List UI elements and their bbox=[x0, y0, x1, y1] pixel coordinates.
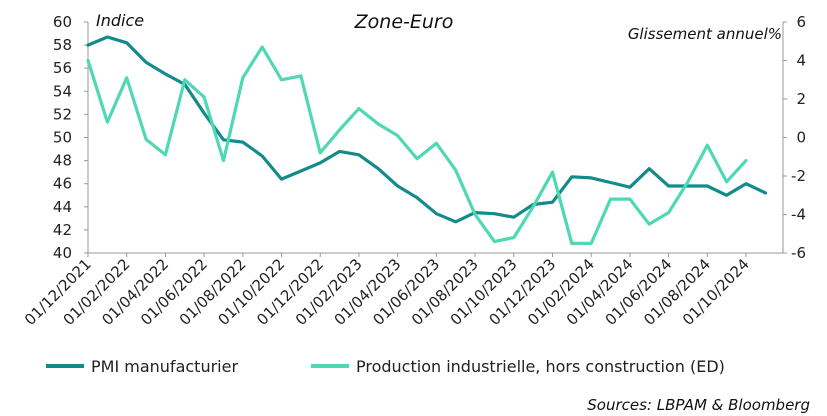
legend-label-production: Production industrielle, hors constructi… bbox=[356, 357, 725, 376]
right-tick-label: 2 bbox=[796, 90, 806, 108]
right-axis-label: Glissement annuel% bbox=[628, 25, 782, 43]
left-tick-label: 40 bbox=[53, 244, 72, 262]
right-tick-label: 6 bbox=[796, 13, 806, 31]
right-tick-label: 4 bbox=[796, 52, 806, 70]
chart-title: Zone-Euro bbox=[354, 11, 454, 33]
series-line-production bbox=[86, 45, 748, 245]
source-note: Sources: LBPAM & Bloomberg bbox=[587, 396, 810, 414]
left-tick-label: 46 bbox=[53, 175, 72, 193]
left-tick-label: 58 bbox=[53, 36, 72, 54]
right-tick-label: -6 bbox=[791, 244, 806, 262]
right-tick-label: -2 bbox=[791, 167, 806, 185]
series-line-pmi bbox=[86, 35, 768, 224]
right-tick-label: -4 bbox=[791, 206, 806, 224]
left-tick-label: 54 bbox=[53, 82, 72, 100]
right-tick-label: 0 bbox=[796, 129, 806, 147]
legend: PMI manufacturier Production industriell… bbox=[46, 357, 725, 376]
left-tick-label: 60 bbox=[53, 13, 72, 31]
left-axis-label: Indice bbox=[96, 11, 144, 30]
left-tick-label: 52 bbox=[53, 105, 72, 123]
left-tick-label: 44 bbox=[53, 198, 72, 216]
left-tick-label: 50 bbox=[53, 129, 72, 147]
left-tick-label: 48 bbox=[53, 152, 72, 170]
legend-label-pmi: PMI manufacturier bbox=[91, 357, 238, 376]
left-tick-label: 42 bbox=[53, 221, 72, 239]
left-tick-label: 56 bbox=[53, 59, 72, 77]
